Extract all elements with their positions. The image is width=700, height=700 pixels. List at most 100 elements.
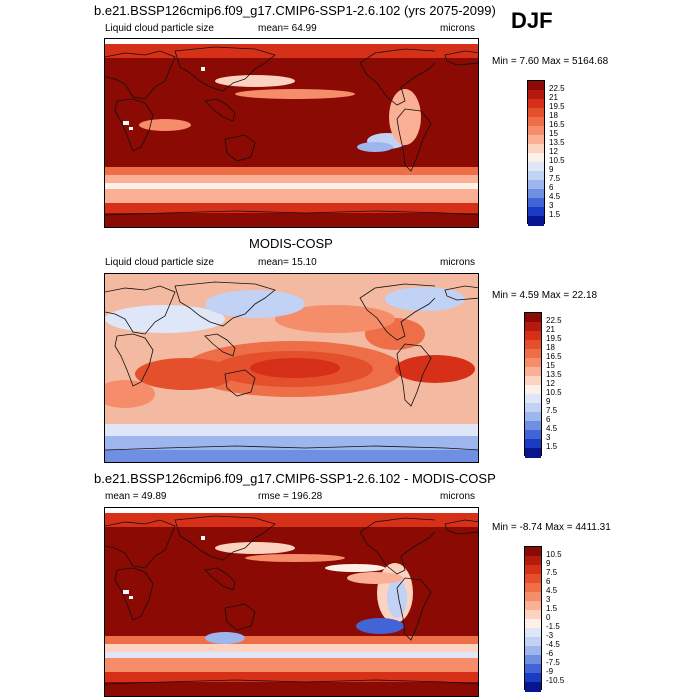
map-canvas — [105, 39, 478, 227]
colorbar-tick-label: 9 — [546, 559, 551, 568]
panel-1-variable-label: Liquid cloud particle size — [105, 23, 214, 34]
colorbar-tick-label: 15 — [546, 361, 555, 370]
coastline — [359, 48, 436, 106]
colorbar-swatch — [525, 664, 541, 674]
colorbar-swatches — [527, 80, 545, 226]
colorbar-swatch — [525, 376, 541, 386]
colorbar-tick-label: -6 — [546, 649, 554, 658]
colorbar-swatch — [528, 162, 544, 172]
coastline — [224, 369, 256, 397]
coastline — [204, 98, 236, 122]
coastline — [444, 285, 478, 301]
colorbar-tick-label: 4.5 — [549, 192, 561, 201]
colorbar-tick-label: 22.5 — [549, 84, 565, 93]
colorbar-swatch — [525, 313, 541, 323]
colorbar-swatch — [528, 135, 544, 145]
colorbar-tick-label: 3 — [549, 201, 554, 210]
colorbar-swatch — [525, 403, 541, 413]
colorbar-tick-label: 1.5 — [549, 210, 561, 219]
colorbar-swatch — [528, 126, 544, 136]
colorbar-swatch — [528, 189, 544, 199]
colorbar-tick-label: 19.5 — [546, 334, 562, 343]
colorbar-swatch — [525, 565, 541, 575]
colorbar-tick-label: -9 — [546, 667, 554, 676]
coastline — [224, 134, 256, 162]
colorbar-tick-label: 7.5 — [546, 406, 558, 415]
colorbar-tick-label: 13.5 — [546, 370, 562, 379]
panel-3-minmax: Min = -8.74 Max = 4411.31 — [492, 522, 611, 533]
coastline — [204, 567, 236, 591]
colorbar-tick-label: 18 — [546, 343, 555, 352]
colorbar-tick-label: 13.5 — [549, 138, 565, 147]
colorbar-tick-label: 21 — [546, 325, 555, 334]
colorbar-tick-label: 12 — [549, 147, 558, 156]
colorbar-tick-label: 6 — [546, 577, 551, 586]
coastline — [224, 603, 256, 631]
colorbar-tick-label: -1.5 — [546, 622, 560, 631]
colorbar-tick-label: 4.5 — [546, 424, 558, 433]
panel-1-map — [104, 38, 479, 228]
colorbar-swatch — [525, 673, 541, 683]
colorbar-swatch — [525, 601, 541, 611]
colorbar-swatch — [525, 610, 541, 620]
colorbar-swatch — [525, 322, 541, 332]
panel-2-colorbar: 22.5 21 19.5 18 16.5 15 13.5 12 10.5 9 7.5 6 4.5 3 1.5 — [524, 312, 562, 458]
colorbar-swatch — [528, 81, 544, 91]
colorbar-tick-label: 7.5 — [549, 174, 561, 183]
panel-1-title: b.e21.BSSP126cmip6.f09_g17.CMIP6-SSP1-2.… — [94, 3, 496, 18]
coastline — [444, 50, 478, 66]
panel-1-colorbar: 22.5 21 19.5 18 16.5 15 13.5 12 10.5 9 7.5 6 4.5 3 1.5 — [527, 80, 565, 226]
colorbar-swatch — [525, 349, 541, 359]
colorbar-tick-label: 1.5 — [546, 604, 558, 613]
colorbar-swatch — [528, 180, 544, 190]
colorbar-swatch — [525, 385, 541, 395]
colorbar-tick-label: 22.5 — [546, 316, 562, 325]
colorbar-swatch — [525, 574, 541, 584]
colorbar-swatches — [524, 312, 542, 458]
colorbar-tick-label: 9 — [549, 165, 554, 174]
coastline — [396, 343, 432, 407]
colorbar-swatch — [528, 216, 544, 226]
panel-2-variable-label: Liquid cloud particle size — [105, 257, 214, 268]
panel-2-title: MODIS-COSP — [249, 236, 333, 251]
colorbar-tick-label: 10.5 — [546, 550, 562, 559]
coastline — [396, 577, 432, 641]
colorbar-tick-label: 16.5 — [546, 352, 562, 361]
colorbar-swatch — [528, 171, 544, 181]
panel-2-mean-label: mean= 15.10 — [258, 257, 317, 268]
panel-2-units-label: microns — [440, 257, 476, 268]
panel-3-colorbar: 10.5 9 7.5 6 4.5 3 1.5 0 -1.5 -3 -4.5 -6 -7.5 -9 -10.5 — [524, 546, 564, 692]
colorbar-swatch — [528, 108, 544, 118]
colorbar-swatch — [528, 117, 544, 127]
colorbar-swatch — [525, 439, 541, 449]
colorbar-swatch — [528, 207, 544, 217]
coastline — [105, 50, 176, 100]
colorbar-tick-label: -3 — [546, 631, 554, 640]
colorbar-swatch — [525, 331, 541, 341]
colorbar-swatch — [525, 592, 541, 602]
colorbar-tick-label: -4.5 — [546, 640, 560, 649]
colorbar-swatch — [525, 628, 541, 638]
colorbar-swatch — [525, 448, 541, 458]
colorbar-swatch — [525, 358, 541, 368]
colorbar-swatch — [525, 619, 541, 629]
coastline — [174, 515, 276, 561]
panel-3-rmse-label: rmse = 196.28 — [258, 491, 323, 502]
colorbar-tick-label: 0 — [546, 613, 551, 622]
colorbar-swatch — [525, 547, 541, 557]
panel-3-units-label: microns — [440, 491, 476, 502]
coastline — [359, 283, 436, 341]
colorbar-swatch — [528, 99, 544, 109]
colorbar-tick-label: 19.5 — [549, 102, 565, 111]
panel-3-mean-label: mean = 49.89 — [105, 491, 167, 502]
map-canvas — [105, 274, 478, 462]
colorbar-swatch — [528, 144, 544, 154]
coastline — [105, 679, 478, 685]
colorbar-swatch — [528, 198, 544, 208]
coastline — [114, 567, 154, 621]
coastline — [174, 46, 276, 92]
coastline — [114, 98, 154, 152]
coastline — [174, 281, 276, 327]
colorbar-tick-label: 10.5 — [546, 388, 562, 397]
map-canvas — [105, 508, 478, 696]
